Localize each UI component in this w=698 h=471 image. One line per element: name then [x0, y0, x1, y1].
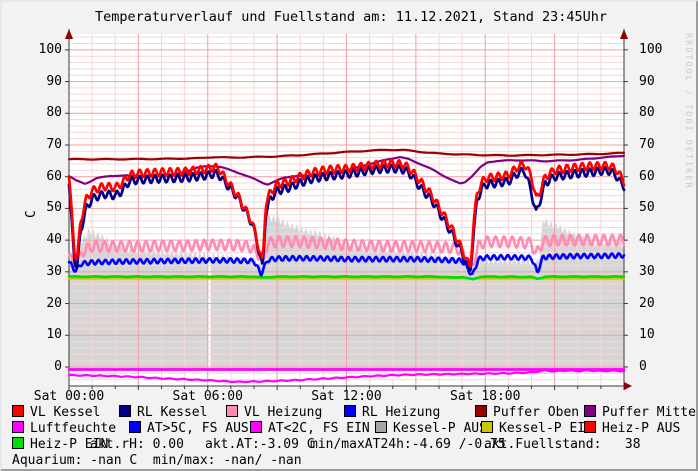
y-tick-left-50: 50: [46, 200, 62, 216]
rrdtool-watermark: RRDTOOL / TOBI OETIKER: [683, 33, 693, 190]
x-tick-6: Sat 06:00: [172, 389, 243, 404]
legend-item-kessel-p-aus: Kessel-P AUS: [375, 421, 487, 436]
legend-row-4: Aquarium: -nan C min/max: -nan/ -nan: [2, 453, 696, 469]
heiz-p-aus-swatch: [584, 421, 596, 433]
legend-item-kessel-p-ein: Kessel-P EIN: [481, 421, 593, 436]
at-gt5-swatch: [129, 421, 141, 433]
rl-kessel-swatch: [119, 405, 131, 417]
legend-row-1: VL Kessel RL Kessel VL Heizung RL Heizun…: [2, 405, 696, 421]
y-tick-right-20: 20: [639, 295, 655, 311]
kessel-p-ein-swatch: [481, 421, 493, 433]
y-tick-right-60: 60: [639, 168, 655, 184]
legend-row-2: Luftfeuchte AT>5C, FS AUS AT<2C, FS EIN …: [2, 421, 696, 437]
legend-item-rl-kessel: RL Kessel: [119, 405, 207, 420]
y-tick-left-20: 20: [46, 295, 62, 311]
puffer-mitte-swatch: [584, 405, 596, 417]
luftfeuchte-swatch: [12, 421, 24, 433]
y-tick-left-10: 10: [46, 327, 62, 343]
legend-item-heiz-p-aus: Heiz-P AUS: [584, 421, 680, 436]
series-vl-kessel: [67, 158, 626, 268]
x-tick-18: Sat 18:00: [450, 389, 521, 404]
series-rl-heizung: [67, 252, 626, 277]
y-tick-left-30: 30: [46, 263, 62, 279]
y-tick-right-40: 40: [639, 232, 655, 248]
x-tick-12: Sat 12:00: [311, 389, 382, 404]
x-tick-0: Sat 00:00: [33, 389, 105, 404]
y-tick-left-90: 90: [46, 73, 62, 89]
stat-aquarium: Aquarium: -nan C min/max: -nan/ -nan: [12, 453, 302, 468]
stat-minmax-at24h: min/maxAT24h:-4.69 /-0.75: [310, 437, 506, 452]
series-vl-heizung: [67, 233, 626, 271]
legend-item-rl-heizung: RL Heizung: [344, 405, 440, 420]
kessel-p-aus-swatch: [375, 421, 387, 433]
y-tick-left-60: 60: [46, 168, 62, 184]
y-tick-right-100: 100: [639, 41, 663, 57]
y-tick-left-40: 40: [46, 232, 62, 248]
chart-title: Temperaturverlauf und Fuellstand am: 11.…: [94, 9, 608, 25]
x-axis-arrow: [624, 382, 632, 390]
legend-item-heiz-p-ein: Heiz-P EIN: [12, 437, 108, 452]
right-axis-arrow: [620, 29, 628, 39]
legend-item-luftfeuchte: Luftfeuchte: [12, 421, 116, 436]
y-tick-right-90: 90: [639, 73, 655, 89]
y-tick-right-80: 80: [639, 105, 655, 121]
y-tick-right-0: 0: [639, 358, 647, 374]
legend-row-3: Heiz-P EIN akt.rH: 0.00 akt.AT:-3.09 C m…: [2, 437, 696, 453]
vl-kessel-swatch: [12, 405, 24, 417]
y-tick-right-30: 30: [639, 263, 655, 279]
stat-akt-at: akt.AT:-3.09 C: [205, 437, 315, 452]
stat-akt-fuellstand: akt.Fuellstand: 38: [484, 437, 641, 452]
area-gap: [208, 249, 211, 369]
vl-heizung-swatch: [226, 405, 238, 417]
at-lt2-swatch: [250, 421, 262, 433]
legend-item-puffer-oben: Puffer Oben: [475, 405, 579, 420]
rl-heizung-swatch: [344, 405, 356, 417]
y-tick-left-0: 0: [54, 358, 62, 374]
series-rl-kessel: [67, 163, 626, 272]
series-heiz-p-ein: [67, 275, 626, 281]
legend-item-at-gt5: AT>5C, FS AUS: [129, 421, 249, 436]
legend-item-puffer-mitte: Puffer Mitte: [584, 405, 696, 420]
y-tick-left-70: 70: [46, 136, 62, 152]
y-tick-left-80: 80: [46, 105, 62, 121]
legend-item-at-lt2: AT<2C, FS EIN: [250, 421, 370, 436]
stat-akt-rh: akt.rH: 0.00: [90, 437, 184, 452]
series-puffer-oben: [67, 148, 626, 161]
puffer-oben-swatch: [475, 405, 487, 417]
y-tick-right-50: 50: [639, 200, 655, 216]
heiz-p-ein-swatch: [12, 437, 24, 449]
left-axis-arrow: [65, 29, 73, 39]
y-tick-left-100: 100: [38, 41, 62, 57]
y-tick-right-70: 70: [639, 136, 655, 152]
series-aussentemperatur: [67, 369, 626, 384]
legend-item-vl-kessel: VL Kessel: [12, 405, 100, 420]
legend-item-vl-heizung: VL Heizung: [226, 405, 322, 420]
y-tick-right-10: 10: [639, 327, 655, 343]
